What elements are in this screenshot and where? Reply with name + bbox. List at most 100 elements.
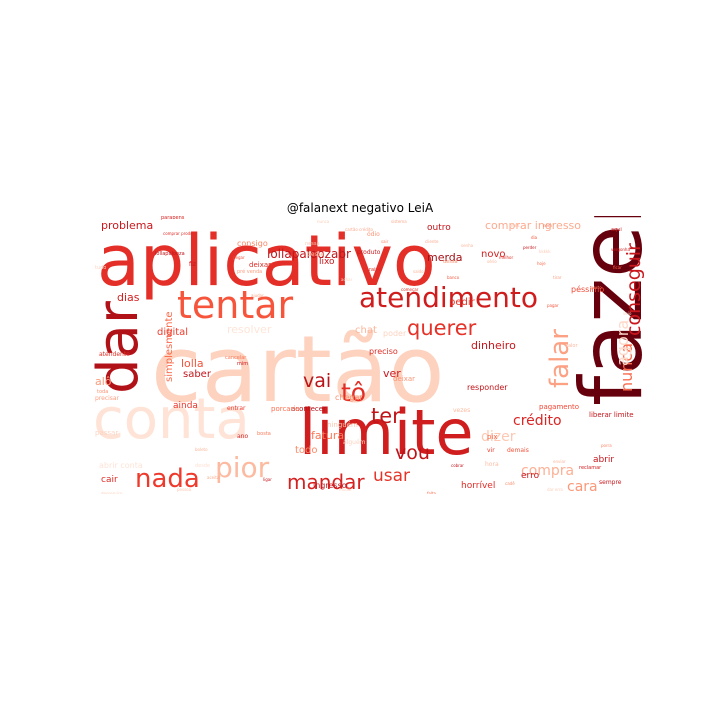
word-chat-40: chat <box>355 325 377 336</box>
word-fatura-30: fatura <box>311 429 345 442</box>
word-desservi-o-111: desserviço <box>101 491 123 495</box>
word-perto-127: perto <box>591 285 602 290</box>
word-ligar-128: ligar <box>263 477 272 482</box>
word-vergonha-123: vergonha <box>611 247 630 252</box>
word-liberar-limite-52: liberar limite <box>589 411 634 419</box>
word-consigo-55: consigo <box>237 239 268 248</box>
word-abrir-53: abrir <box>593 455 615 465</box>
word-come-ar-115: começar <box>401 287 419 292</box>
word-nunca-97: nunca <box>317 219 330 224</box>
word-dessa-82: dessa <box>443 259 458 265</box>
word-acontecer-58: acontecer <box>291 405 326 413</box>
word-tirar-108: tirar <box>553 275 562 280</box>
word-abrir-conta-57: abrir conta <box>99 461 143 470</box>
word-cart-o-cr-dito-101: cartão crédito <box>345 227 373 232</box>
word-parab-ns-109: parabéns <box>161 216 185 221</box>
word-raiva-80: raiva <box>369 267 382 273</box>
word-hora-76: hora <box>485 461 499 468</box>
word-achar-114: achar <box>341 277 353 282</box>
word-dar-erro-116: dar erro <box>547 487 563 492</box>
word-hoje-135: hoje <box>537 261 546 266</box>
word-melhor-132: melhor <box>499 255 514 260</box>
word-sair-99: sair <box>381 239 389 244</box>
word-poder-71: poder <box>383 329 407 338</box>
word-lollapalooza-122: lollapalooza <box>155 251 185 257</box>
word-entrar-68: entrar <box>227 405 246 412</box>
word-ainda-35: ainda <box>173 401 198 411</box>
word-mudar-129: mudar <box>339 487 353 492</box>
word-pedir-42: pedir <box>449 297 475 308</box>
word-lixo-46: lixo <box>319 257 335 267</box>
word-perder-120: perder <box>523 245 537 250</box>
word-nessa-78: nessa <box>305 241 320 247</box>
word-lollapaloozabr-27: lollapaloozabr <box>267 247 351 261</box>
word-saber-34: saber <box>183 369 211 380</box>
word-simplesmente-38: simplesmente <box>164 311 175 382</box>
word-vezes-66: vezes <box>453 407 471 414</box>
word-bosta-87: bosta <box>257 431 271 437</box>
word-s-rio-95: sério <box>487 259 497 264</box>
word-lolla-33: lolla <box>181 357 204 370</box>
word-aqui-84: aqui <box>611 227 622 233</box>
word-sistema-100: sistema <box>391 219 407 224</box>
word-merda-43: merda <box>427 251 463 264</box>
word-tentar-6: tentar <box>177 283 294 327</box>
word-outro-45: outro <box>427 223 451 233</box>
word-problema-25: problema <box>101 219 154 232</box>
word-produto-61: produto <box>357 249 381 256</box>
word-banco-117: banco <box>447 275 460 280</box>
word-dinheiro-28: dinheiro <box>471 339 516 352</box>
word-comprar-ingresso-26: comprar ingresso <box>485 219 582 232</box>
word-agora-15: agora <box>613 319 632 366</box>
word-cancelar-91: cancelar <box>225 355 247 361</box>
word-veio-134: veio <box>623 311 632 316</box>
word-compra-24: compra <box>521 463 575 479</box>
word-mandar-11: mandar <box>287 470 365 494</box>
word-vir-75: vir <box>487 447 495 454</box>
word-falar-10: falar <box>545 329 575 388</box>
word-vou-19: vou <box>395 442 430 464</box>
word-usar-20: usar <box>373 466 411 486</box>
word-pr-venda-90: pré venda <box>237 269 263 275</box>
word-deixar-69: deixar <box>249 261 272 269</box>
word-kkkkk-112: kkkkk <box>539 249 551 254</box>
word-porcaria-64: porcaria <box>271 405 300 413</box>
word-valor-89: valor <box>565 343 578 349</box>
word-sempre-73: sempre <box>599 479 622 486</box>
word-pior-9: pior <box>215 451 270 484</box>
word-tudo-92: tudo <box>95 265 107 271</box>
word-comprar-produto-110: comprar produto <box>163 231 197 236</box>
word-nem-98: nem <box>543 223 552 228</box>
word-horr-vel-48: horrível <box>461 481 496 491</box>
word-cr-dito-21: crédito <box>513 413 562 429</box>
word-precisar-72: precisar <box>95 395 120 402</box>
word-mim-88: mim <box>237 361 249 367</box>
word-cara-23: cara <box>567 479 598 494</box>
word-pagar-126: pagar <box>547 303 559 308</box>
word-aplicativo-1: aplicativo <box>97 220 436 302</box>
word-dias-29: dias <box>117 291 140 304</box>
word-ter-18: ter <box>371 404 401 428</box>
word-todo-32: todo <box>295 445 318 456</box>
word-vai-16: vai <box>303 370 332 392</box>
word-m-s-105: mês <box>511 223 520 228</box>
word-responder-49: responder <box>467 383 508 392</box>
word-cart-o-0: cartão <box>151 316 445 423</box>
word-dia-96: dia <box>531 235 538 240</box>
word-digital-39: digital <box>157 327 189 338</box>
word-ajudar-104: ajudar <box>251 293 264 298</box>
word-p-ssimo-47: péssimo <box>571 285 605 294</box>
word-cad-106: cadê <box>505 481 515 486</box>
word-algu-m-77: alguém <box>343 439 366 446</box>
word-pix-74: pix <box>487 433 498 441</box>
word-desde-93: desde <box>195 463 211 469</box>
word-cliente-124: cliente <box>425 239 439 244</box>
word-t-17: tô <box>341 378 367 407</box>
word-cair-37: cair <box>101 475 118 485</box>
word-reclamar-94: reclamar <box>579 465 602 471</box>
word-ingresso-56: ingresso <box>313 481 347 490</box>
word-resolver-41: resolver <box>227 323 272 336</box>
word-ficar-121: ficar <box>613 265 622 270</box>
word-dio-79: ódio <box>367 231 380 238</box>
word-cloud: cartãoaplicativofazerlimitecontadartenta… <box>91 216 647 494</box>
